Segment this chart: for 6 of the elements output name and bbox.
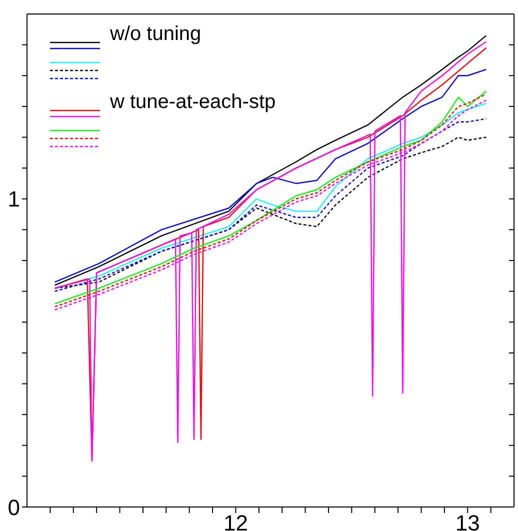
- y-tick-label: 1: [8, 186, 20, 212]
- x-tick-label: 13: [455, 510, 480, 531]
- y-tick-label: 0: [8, 494, 20, 520]
- x-tick-label: 12: [223, 510, 248, 531]
- legend-label: w tune-at-each-stp: [110, 91, 276, 114]
- legend-label: w/o tuning: [110, 23, 202, 46]
